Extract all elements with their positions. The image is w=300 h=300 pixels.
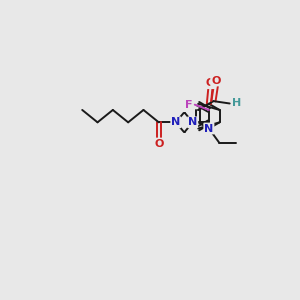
- Text: F: F: [184, 100, 192, 110]
- Text: O: O: [206, 78, 215, 88]
- Text: N: N: [188, 117, 197, 127]
- Text: O: O: [154, 139, 164, 148]
- Text: N: N: [171, 117, 181, 127]
- Text: O: O: [211, 76, 220, 85]
- Text: N: N: [204, 124, 214, 134]
- Text: H: H: [232, 98, 242, 109]
